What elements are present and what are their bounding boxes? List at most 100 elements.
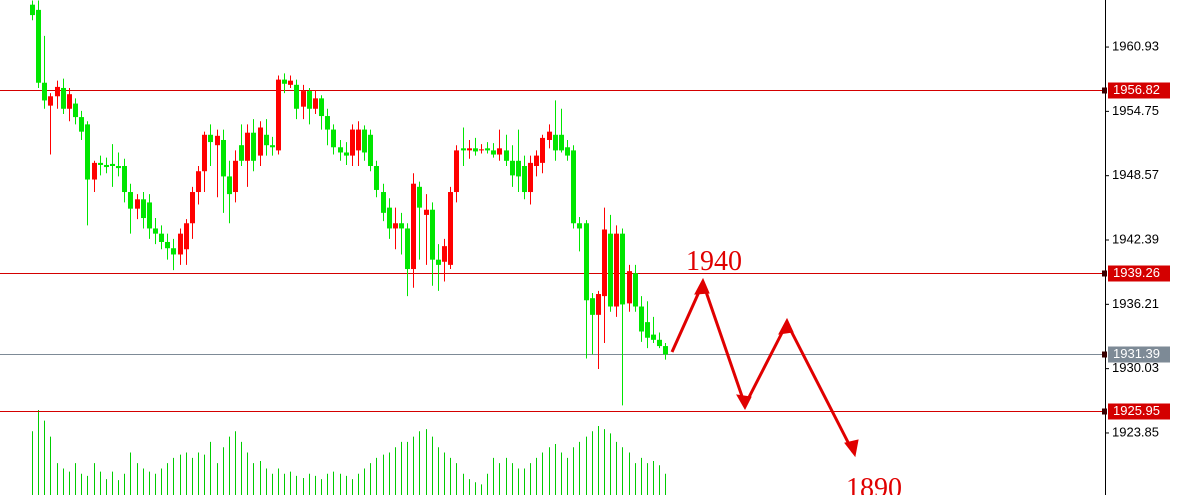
candle-body — [85, 124, 90, 180]
candle-body — [577, 223, 582, 229]
candle-body — [178, 233, 183, 255]
candle-body — [67, 94, 72, 109]
candle-body — [633, 273, 638, 307]
candle-body — [473, 148, 478, 152]
y-tick-label: 1954.75 — [1112, 103, 1159, 118]
candle-body — [620, 233, 625, 305]
arrow-head — [778, 317, 794, 335]
candle-body — [553, 134, 558, 151]
candle-body — [424, 209, 429, 215]
candle-body — [559, 134, 564, 151]
candle-body — [221, 139, 226, 177]
y-tick-label: 1930.03 — [1112, 360, 1159, 375]
candle-body — [522, 166, 527, 193]
level-label: 1925.95 — [1113, 403, 1160, 418]
candle-body — [92, 162, 97, 180]
annotation: 1890 — [846, 473, 902, 495]
candle-body — [540, 137, 545, 163]
candle-body — [294, 84, 299, 109]
level-label: 1939.26 — [1113, 265, 1160, 280]
candle-body — [565, 147, 570, 156]
candle-body — [547, 131, 552, 140]
candle-body — [584, 223, 589, 301]
candle-body — [30, 4, 35, 16]
candle-body — [356, 129, 361, 151]
candle-body — [153, 228, 158, 234]
candle-body — [276, 79, 281, 151]
candle-body — [233, 160, 238, 193]
candle-body — [184, 223, 189, 250]
candle-body — [534, 155, 539, 167]
candle-body — [61, 87, 66, 109]
candle-body — [36, 9, 41, 83]
candle-body — [128, 192, 133, 209]
candle-body — [590, 298, 595, 315]
candle-body — [55, 86, 60, 97]
candle-body — [251, 132, 256, 161]
candle-body — [227, 176, 232, 195]
level-label-box — [1108, 265, 1170, 282]
candle-body — [491, 150, 496, 155]
candle-body — [454, 150, 459, 193]
candle-body — [122, 166, 127, 193]
candle-body — [497, 148, 502, 155]
candle-body — [319, 98, 324, 117]
candle-body — [596, 294, 601, 315]
candle-body — [282, 79, 287, 84]
candle-body — [104, 164, 109, 168]
candle-body — [245, 132, 250, 161]
level-label-box — [1108, 346, 1170, 363]
candle-body — [196, 171, 201, 193]
candle-body — [325, 116, 330, 130]
candle-body — [608, 233, 613, 307]
candle-body — [657, 339, 662, 347]
y-tick-label: 1942.39 — [1112, 231, 1159, 246]
candle-body — [239, 145, 244, 161]
level-label: 1931.39 — [1113, 346, 1160, 361]
candle-body — [381, 192, 386, 213]
candle-body — [258, 127, 263, 156]
forecast-path — [670, 278, 855, 453]
candle-body — [98, 162, 103, 165]
candle-body — [73, 103, 78, 118]
candle-body — [387, 207, 392, 229]
candle-body — [135, 199, 140, 209]
arrow-head — [694, 277, 710, 295]
candle-body — [405, 228, 410, 270]
candle-body — [165, 241, 170, 249]
candle-body — [645, 322, 650, 338]
candle-body — [368, 134, 373, 167]
candle-body — [270, 145, 275, 148]
candle-body — [602, 229, 607, 297]
y-tick-label: 1923.85 — [1112, 424, 1159, 439]
level-marker — [1102, 87, 1107, 94]
candle-body — [215, 135, 220, 146]
candle-body — [208, 134, 213, 143]
candle-body — [393, 223, 398, 229]
candle-body — [116, 166, 121, 169]
y-tick-label: 1960.93 — [1112, 38, 1159, 53]
candle-body — [110, 163, 115, 167]
candle-body — [411, 183, 416, 270]
candle-body — [461, 148, 466, 151]
candle-body — [374, 166, 379, 190]
candle-body — [504, 150, 509, 161]
candle-body — [307, 91, 312, 109]
arrow-head — [844, 439, 859, 458]
candle-body — [344, 152, 349, 156]
level-label-box — [1108, 403, 1170, 420]
candle-body — [485, 148, 490, 151]
y-tick-label: 1948.57 — [1112, 167, 1159, 182]
candle-body — [362, 129, 367, 153]
level-marker — [1102, 408, 1107, 415]
level-label-box — [1108, 82, 1170, 99]
candle-body — [516, 160, 521, 177]
annotation: 1940 — [686, 246, 742, 277]
candle-body — [614, 233, 619, 307]
candle-body — [571, 150, 576, 224]
candle-body — [313, 98, 318, 109]
candle-body — [42, 82, 47, 101]
arrow-head — [736, 394, 752, 411]
candle-body — [202, 134, 207, 172]
